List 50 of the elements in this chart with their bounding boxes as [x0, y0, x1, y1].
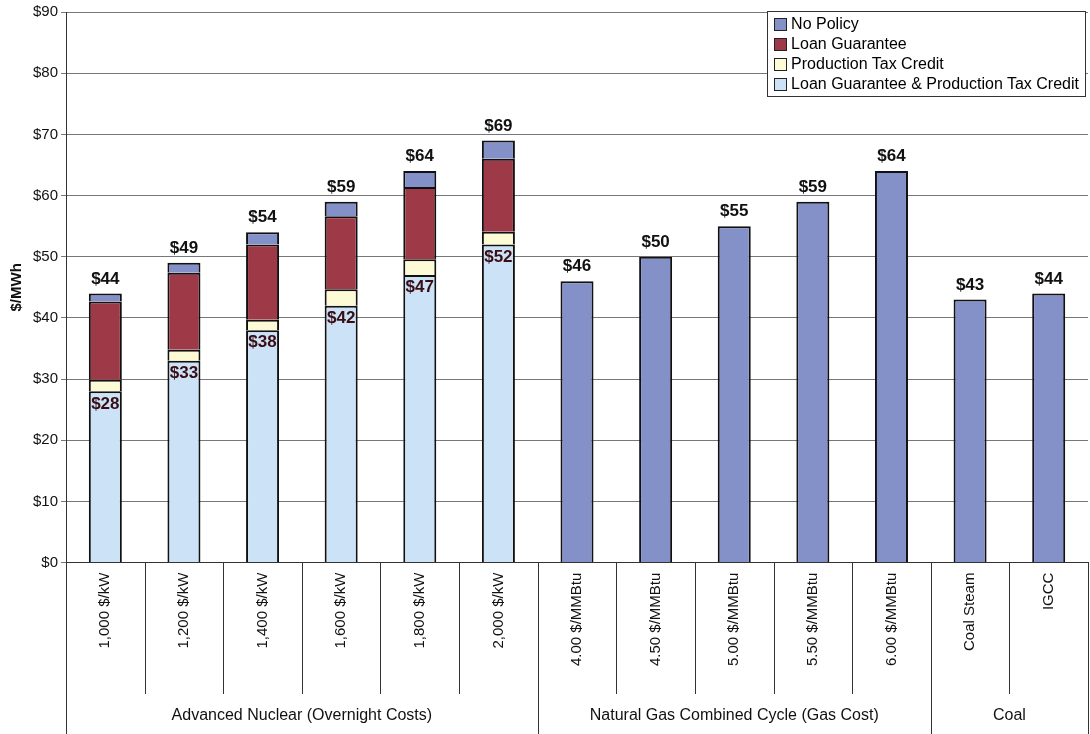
text: Natural Gas Combined Cycle (Gas Cost): [589, 706, 879, 724]
data-label: $38: [248, 332, 277, 352]
y-axis-title: $/MWh: [7, 263, 25, 312]
y-tick-label: $0: [41, 552, 59, 570]
x-tick-label: 1,600 $/kW: [331, 571, 349, 649]
data-label: $47: [405, 277, 434, 297]
y-tick-label: $70: [33, 124, 59, 142]
total-label: $43: [955, 274, 985, 294]
x-tick-label: 5.00 $/MMBtu: [724, 572, 742, 667]
x-tick-label: 1,000 $/kW: [95, 571, 113, 649]
data-label: $52: [484, 246, 513, 266]
legend-label: Loan Guarantee: [791, 34, 907, 54]
total-label: $64: [405, 146, 435, 166]
x-tick-label: IGCC: [1038, 572, 1056, 611]
text: Coal: [992, 706, 1026, 724]
total-label: $64: [877, 146, 907, 166]
total-label: $44: [91, 268, 121, 288]
legend-label: Production Tax Credit: [791, 54, 944, 74]
data-label: $33: [169, 362, 199, 382]
total-label: $49: [169, 238, 199, 258]
y-tick-label: $20: [33, 430, 59, 448]
total-label: $59: [798, 176, 828, 196]
y-tick-label: $90: [33, 2, 59, 20]
total-label: $46: [562, 256, 592, 276]
data-label: $28: [91, 393, 120, 413]
y-tick-label: $10: [33, 491, 59, 509]
legend-label: Loan Guarantee & Production Tax Credit: [791, 74, 1079, 94]
x-tick-label: 4.50 $/MMBtu: [645, 572, 663, 667]
y-tick-label: $80: [33, 63, 59, 81]
y-tick-label: $50: [33, 246, 59, 264]
legend-label: No Policy: [791, 14, 859, 34]
x-tick-label: 5.50 $/MMBtu: [802, 572, 820, 667]
total-label: $54: [248, 207, 278, 227]
y-tick-label: $60: [33, 185, 59, 203]
x-tick-label: 6.00 $/MMBtu: [881, 572, 899, 667]
x-tick-label: 1,400 $/kW: [252, 571, 270, 649]
total-label: $44: [1034, 268, 1064, 288]
y-tick-label: $40: [33, 308, 59, 326]
y-tick-label: $30: [33, 369, 59, 387]
total-label: $59: [326, 176, 356, 196]
total-label: $55: [720, 201, 749, 221]
x-tick-label: 1,800 $/kW: [409, 571, 427, 649]
total-label: $50: [641, 231, 670, 251]
x-tick-label: 1,200 $/kW: [174, 571, 192, 649]
text: Advanced Nuclear (Overnight Costs): [171, 706, 433, 724]
x-tick-label: Coal Steam: [960, 572, 978, 651]
x-tick-label: 4.00 $/MMBtu: [567, 572, 585, 667]
total-label: $69: [484, 115, 513, 135]
x-tick-label: 2,000 $/kW: [488, 571, 506, 649]
data-label: $42: [326, 307, 356, 327]
